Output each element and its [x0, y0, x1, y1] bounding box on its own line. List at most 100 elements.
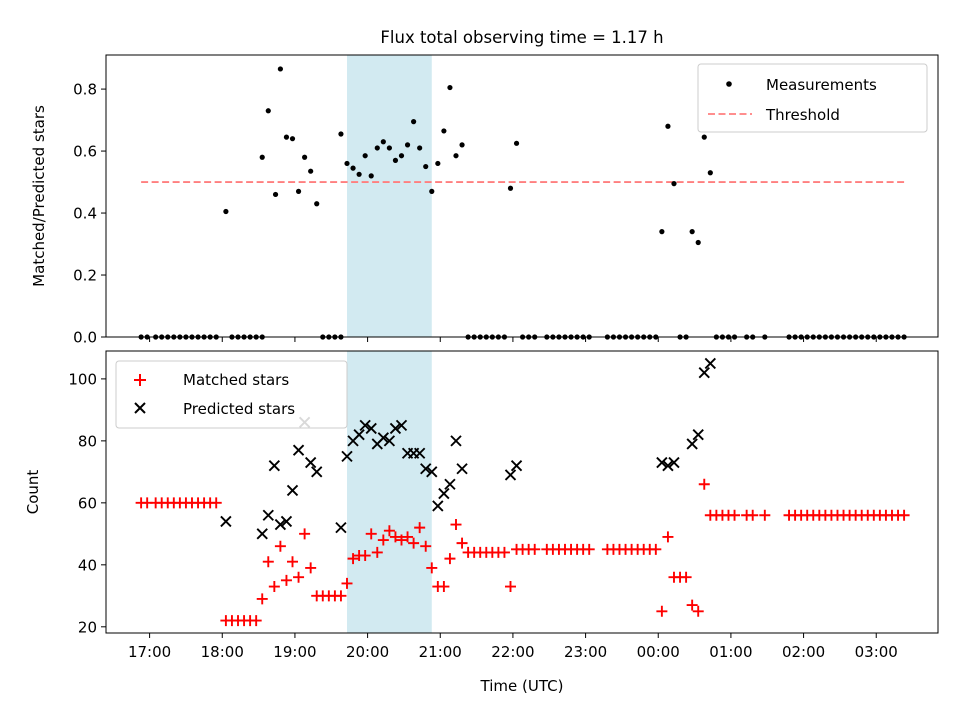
measurement-point	[386, 145, 392, 151]
predicted-star-point	[413, 447, 426, 459]
legend-label-threshold: Threshold	[765, 106, 840, 124]
top-shaded-interval	[347, 55, 432, 337]
matched-star-point	[450, 519, 462, 531]
measurement-point	[302, 154, 308, 160]
measurement-point	[289, 136, 296, 142]
predicted-star-point	[668, 456, 680, 469]
x-tick-label: 19:00	[273, 643, 316, 661]
measurement-point	[441, 128, 447, 134]
matched-star-point	[262, 556, 274, 568]
matched-star-point	[438, 581, 450, 593]
measurement-point	[380, 139, 386, 145]
x-tick-label: 02:00	[782, 643, 825, 661]
matched-star-point	[395, 534, 407, 546]
measurement-point	[435, 160, 441, 167]
matched-star-point	[898, 509, 910, 521]
matched-star-point	[692, 605, 704, 617]
x-tick-label: 00:00	[637, 643, 680, 661]
measurement-point	[272, 191, 279, 198]
y-tick-label: 0.6	[73, 143, 97, 161]
matched-star-point	[210, 497, 222, 509]
measurement-point	[513, 140, 520, 146]
matched-star-point	[383, 525, 395, 537]
predicted-star-point	[377, 432, 390, 444]
matched-star-point	[420, 540, 432, 552]
predicted-star-point	[383, 435, 396, 447]
measurement-point	[308, 168, 314, 174]
matched-star-point	[347, 553, 359, 565]
measurement-point	[665, 123, 671, 129]
measurement-point	[453, 153, 459, 159]
matched-star-point	[456, 537, 468, 549]
predicted-star-point	[286, 484, 299, 497]
predicted-star-point	[359, 419, 371, 432]
measurement-point	[507, 185, 514, 191]
measurement-point	[671, 181, 677, 187]
matched-star-point	[650, 543, 662, 555]
predicted-star-point	[504, 469, 517, 481]
predicted-star-point	[274, 518, 287, 531]
matched-star-point	[268, 581, 280, 593]
predicted-star-point	[510, 459, 523, 472]
measurement-point	[459, 142, 465, 148]
predicted-star-point	[262, 509, 274, 521]
measurement-point	[314, 201, 320, 207]
predicted-star-point	[450, 435, 462, 447]
legend-label-matched-stars: Matched stars	[183, 371, 289, 389]
top-panel: Flux total observing time = 1.17 h 0.00.…	[30, 28, 939, 347]
y-tick-label: 80	[78, 432, 97, 450]
matched-star-point	[371, 546, 383, 558]
top-plot-frame	[105, 54, 939, 338]
measurement-point	[398, 153, 405, 159]
measurement-point	[374, 145, 380, 151]
measurement-point	[429, 188, 435, 194]
matched-star-point	[504, 581, 516, 593]
predicted-star-point	[420, 463, 432, 475]
x-tick-label: 01:00	[709, 643, 752, 661]
bottom-legend: Matched stars Predicted stars	[115, 360, 348, 429]
predicted-stars-points	[220, 357, 716, 540]
matched-star-point	[250, 615, 262, 627]
predicted-star-point	[432, 500, 444, 512]
matched-star-point	[287, 556, 299, 568]
matched-star-point	[529, 543, 541, 555]
bottom-legend-box	[115, 360, 348, 429]
bottom-panel-xlabel: Time (UTC)	[480, 677, 564, 695]
matched-star-point	[426, 562, 438, 574]
matched-star-point	[402, 531, 414, 543]
x-tick-label: 23:00	[564, 643, 607, 661]
measurement-point	[411, 119, 417, 125]
x-tick-label: 22:00	[491, 643, 534, 661]
predicted-star-point	[692, 428, 704, 441]
measurement-point	[695, 239, 701, 246]
top-legend-box	[697, 63, 928, 133]
predicted-star-point	[662, 459, 674, 472]
matched-star-point	[389, 531, 401, 543]
predicted-star-point	[438, 487, 450, 500]
bottom-x-ticks: 17:00 18:00 19:00 20:00 21:00 22:00 23:00 00:00…	[128, 633, 898, 661]
measurement-point	[404, 142, 411, 148]
bottom-panel-ylabel: Count	[24, 470, 42, 515]
matched-star-point	[414, 522, 426, 534]
predicted-star-point	[656, 456, 668, 469]
matched-star-point	[680, 571, 692, 583]
bottom-panel: 20 40 60 80 100 17:00 18:00 19:00 20:00 21:00 22:…	[24, 350, 939, 695]
x-tick-label: 20:00	[346, 643, 389, 661]
predicted-star-point	[335, 521, 347, 534]
predicted-star-point	[389, 422, 402, 435]
matched-star-point	[293, 571, 305, 583]
bottom-y-ticks: 20 40 60 80 100	[68, 370, 106, 636]
top-panel-title: Flux total observing time = 1.17 h	[380, 28, 663, 47]
matched-star-point	[408, 537, 420, 549]
matched-star-point	[256, 593, 268, 605]
measurement-point	[368, 173, 374, 179]
predicted-star-point	[698, 367, 710, 379]
legend-label-measurements: Measurements	[766, 76, 877, 94]
legend-marker-matched-stars	[134, 374, 146, 386]
y-tick-label: 0.4	[73, 205, 97, 223]
matched-star-point	[377, 534, 389, 546]
top-legend: Measurements Threshold	[697, 63, 928, 133]
measurement-point	[223, 208, 229, 215]
legend-label-predicted-stars: Predicted stars	[183, 400, 295, 418]
measurement-point	[423, 163, 429, 170]
